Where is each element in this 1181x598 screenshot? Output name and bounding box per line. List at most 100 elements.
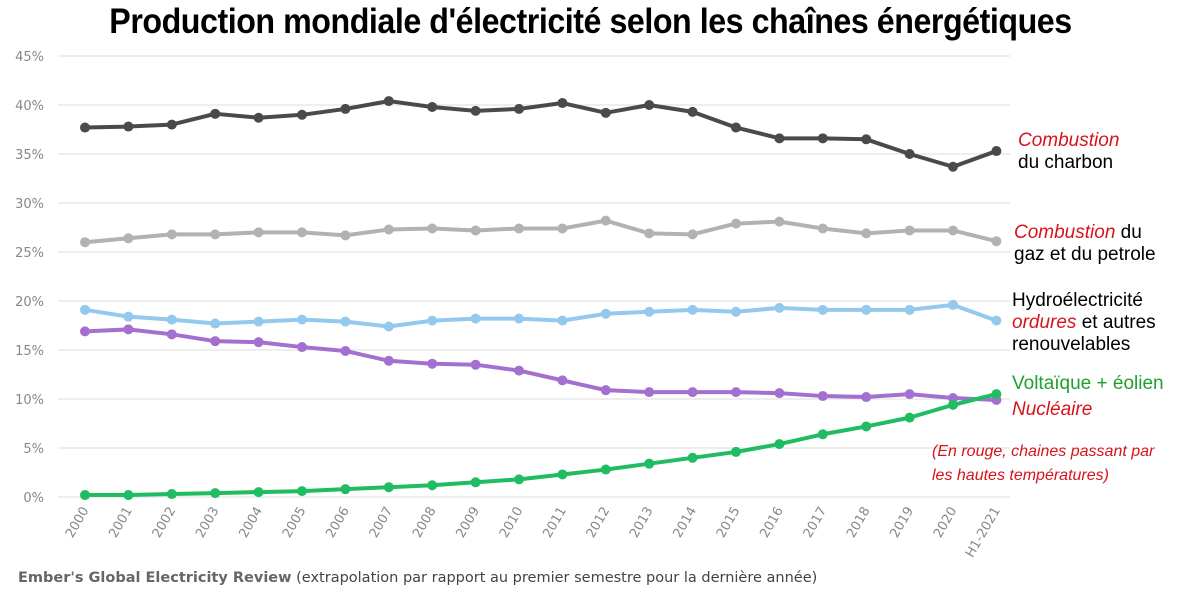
data-point-wind	[904, 412, 915, 423]
data-point-wind	[774, 439, 785, 450]
data-point-gas	[383, 224, 394, 235]
data-point-nuclear	[253, 337, 264, 348]
series-wind	[80, 389, 1002, 501]
coal-label: Combustion du charbon	[1018, 130, 1119, 174]
data-point-nuclear	[904, 389, 915, 400]
data-point-gas	[991, 236, 1002, 247]
data-point-gas	[297, 227, 307, 238]
data-point-gas	[80, 237, 90, 248]
data-point-hydro	[644, 306, 655, 317]
data-point-nuclear	[687, 387, 698, 398]
data-point-nuclear	[340, 345, 351, 356]
gas-label: Combustion du gaz et du petrole	[1014, 222, 1156, 266]
data-point-coal	[340, 103, 351, 114]
data-point-gas	[470, 225, 481, 236]
data-point-gas	[861, 228, 872, 239]
gas-label-tail: du	[1115, 222, 1142, 243]
data-point-hydro	[297, 314, 307, 325]
data-point-nuclear	[427, 358, 438, 369]
data-point-hydro	[731, 306, 741, 317]
y-tick-label: 35%	[15, 148, 44, 163]
data-point-coal	[557, 98, 568, 109]
series-line-gas	[83, 218, 999, 245]
x-tick-label: 2008	[410, 505, 440, 541]
data-point-hydro	[774, 302, 785, 313]
data-point-hydro	[210, 318, 221, 329]
data-point-hydro	[80, 304, 90, 315]
y-tick-label: 25%	[15, 246, 44, 261]
data-point-gas	[687, 229, 698, 240]
x-tick-label: 2018	[844, 505, 874, 541]
data-point-hydro	[861, 304, 872, 315]
y-tick-label: 5%	[23, 442, 44, 457]
data-point-wind	[340, 484, 351, 495]
data-point-wind	[427, 480, 438, 491]
wind-label: Voltaïque + éolien	[1012, 373, 1164, 394]
x-tick-label: 2016	[757, 505, 787, 541]
data-point-nuclear	[80, 326, 90, 337]
data-point-gas	[166, 229, 177, 240]
series-line-wind	[83, 392, 999, 498]
hydro-label-red: ordures	[1012, 312, 1077, 333]
data-point-wind	[297, 486, 307, 497]
data-point-coal	[383, 96, 394, 107]
coal-label-red: Combustion	[1018, 130, 1120, 151]
data-point-gas	[600, 215, 611, 226]
data-point-hydro	[817, 304, 828, 315]
gas-label-red: Combustion	[1014, 222, 1116, 243]
data-point-wind	[600, 464, 611, 475]
data-point-nuclear	[383, 355, 394, 366]
x-tick-label: 2020	[931, 505, 961, 541]
data-point-coal	[123, 121, 134, 132]
data-point-hydro	[383, 321, 394, 332]
series-line-coal	[83, 99, 999, 169]
data-point-hydro	[470, 313, 481, 324]
data-point-nuclear	[123, 324, 134, 335]
data-point-hydro	[948, 299, 958, 310]
data-point-nuclear	[600, 385, 611, 396]
data-point-wind	[80, 490, 90, 501]
x-tick-label: H1-2021	[963, 505, 1004, 561]
note-line1: (En rouge, chaines passant par	[932, 443, 1155, 460]
data-point-wind	[991, 389, 1002, 400]
data-point-wind	[470, 477, 481, 488]
data-point-coal	[687, 106, 698, 117]
y-tick-label: 30%	[15, 197, 44, 212]
data-point-nuclear	[514, 365, 524, 376]
data-point-coal	[470, 105, 481, 116]
x-tick-label: 2003	[193, 505, 223, 541]
data-point-nuclear	[210, 336, 221, 347]
data-point-gas	[340, 230, 351, 241]
data-point-nuclear	[297, 342, 307, 353]
x-tick-label: 2001	[106, 505, 136, 541]
data-point-gas	[427, 223, 438, 234]
hydro-label-tail: et autres	[1076, 312, 1156, 333]
data-point-coal	[904, 149, 915, 159]
data-point-coal	[297, 109, 307, 120]
x-tick-label: 2009	[454, 504, 484, 540]
data-point-wind	[210, 488, 221, 499]
data-point-gas	[817, 223, 828, 234]
x-tick-label: 2010	[497, 505, 527, 541]
data-point-wind	[123, 490, 134, 501]
x-tick-label: 2017	[801, 505, 831, 541]
data-point-nuclear	[731, 387, 741, 398]
data-point-coal	[948, 161, 958, 172]
nuclear-label: Nucléaire	[1012, 399, 1093, 420]
source-name: Ember's Global Electricity Review	[18, 570, 292, 586]
temperature-note: (En rouge, chaines passant par les haute…	[932, 440, 1154, 488]
data-point-hydro	[514, 313, 524, 324]
data-point-nuclear	[166, 329, 177, 340]
y-axis-ticks: 0% 5% 10% 15% 20% 25% 30% 35% 40% 45%	[15, 50, 44, 506]
data-point-hydro	[991, 315, 1002, 326]
y-tick-label: 15%	[15, 344, 44, 359]
data-point-wind	[817, 429, 828, 440]
series-nuclear	[80, 324, 1002, 405]
series-hydro	[80, 299, 1002, 332]
x-tick-label: 2007	[367, 505, 397, 541]
data-point-coal	[731, 122, 741, 133]
data-point-wind	[557, 469, 568, 480]
data-point-hydro	[557, 315, 568, 326]
series-line-hydro	[83, 302, 999, 329]
